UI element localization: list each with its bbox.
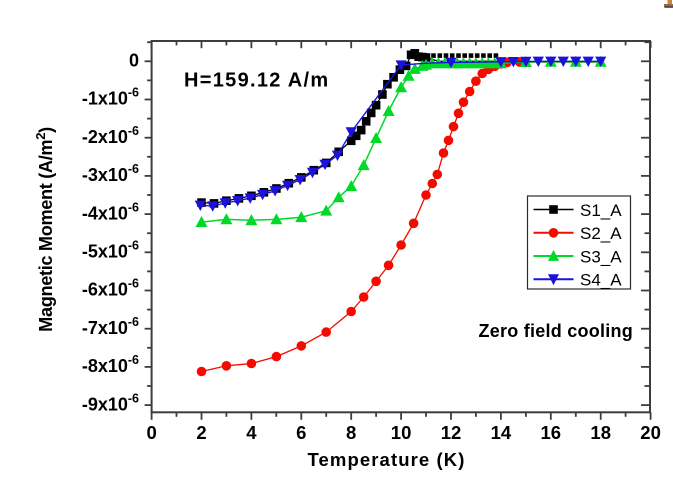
svg-text:-7x10-6: -7x10-6 <box>82 315 139 338</box>
svg-text:16: 16 <box>541 422 562 443</box>
svg-text:S2_A: S2_A <box>580 224 622 243</box>
svg-text:S3_A: S3_A <box>580 247 622 266</box>
svg-text:-9x10-6: -9x10-6 <box>82 391 139 414</box>
svg-text:6: 6 <box>296 422 306 443</box>
svg-text:8: 8 <box>346 422 356 443</box>
svg-text:20: 20 <box>640 422 661 443</box>
svg-text:-2x10-6: -2x10-6 <box>82 124 139 147</box>
svg-text:-3x10-6: -3x10-6 <box>82 162 139 185</box>
svg-text:12: 12 <box>441 422 462 443</box>
svg-text:14: 14 <box>491 422 512 443</box>
svg-text:-4x10-6: -4x10-6 <box>82 200 139 223</box>
svg-text:-8x10-6: -8x10-6 <box>82 353 139 376</box>
svg-text:S1_A: S1_A <box>580 201 622 220</box>
svg-text:-1x10-6: -1x10-6 <box>82 86 139 109</box>
svg-text:-5x10-6: -5x10-6 <box>82 239 139 262</box>
svg-text:2: 2 <box>196 422 206 443</box>
svg-text:0: 0 <box>146 422 156 443</box>
svg-text:Zero field cooling: Zero field cooling <box>479 321 634 341</box>
svg-text:18: 18 <box>590 422 611 443</box>
svg-text:-6x10-6: -6x10-6 <box>82 277 139 300</box>
svg-text:S4_A: S4_A <box>580 271 622 290</box>
svg-text:Temperature (K): Temperature (K) <box>308 449 466 470</box>
svg-text:H=159.12 A/m: H=159.12 A/m <box>184 70 330 92</box>
svg-text:Magnetic Moment (A/m2): Magnetic Moment (A/m2) <box>33 127 56 332</box>
svg-text:0: 0 <box>129 51 139 71</box>
svg-text:4: 4 <box>246 422 257 443</box>
svg-text:10: 10 <box>391 422 412 443</box>
